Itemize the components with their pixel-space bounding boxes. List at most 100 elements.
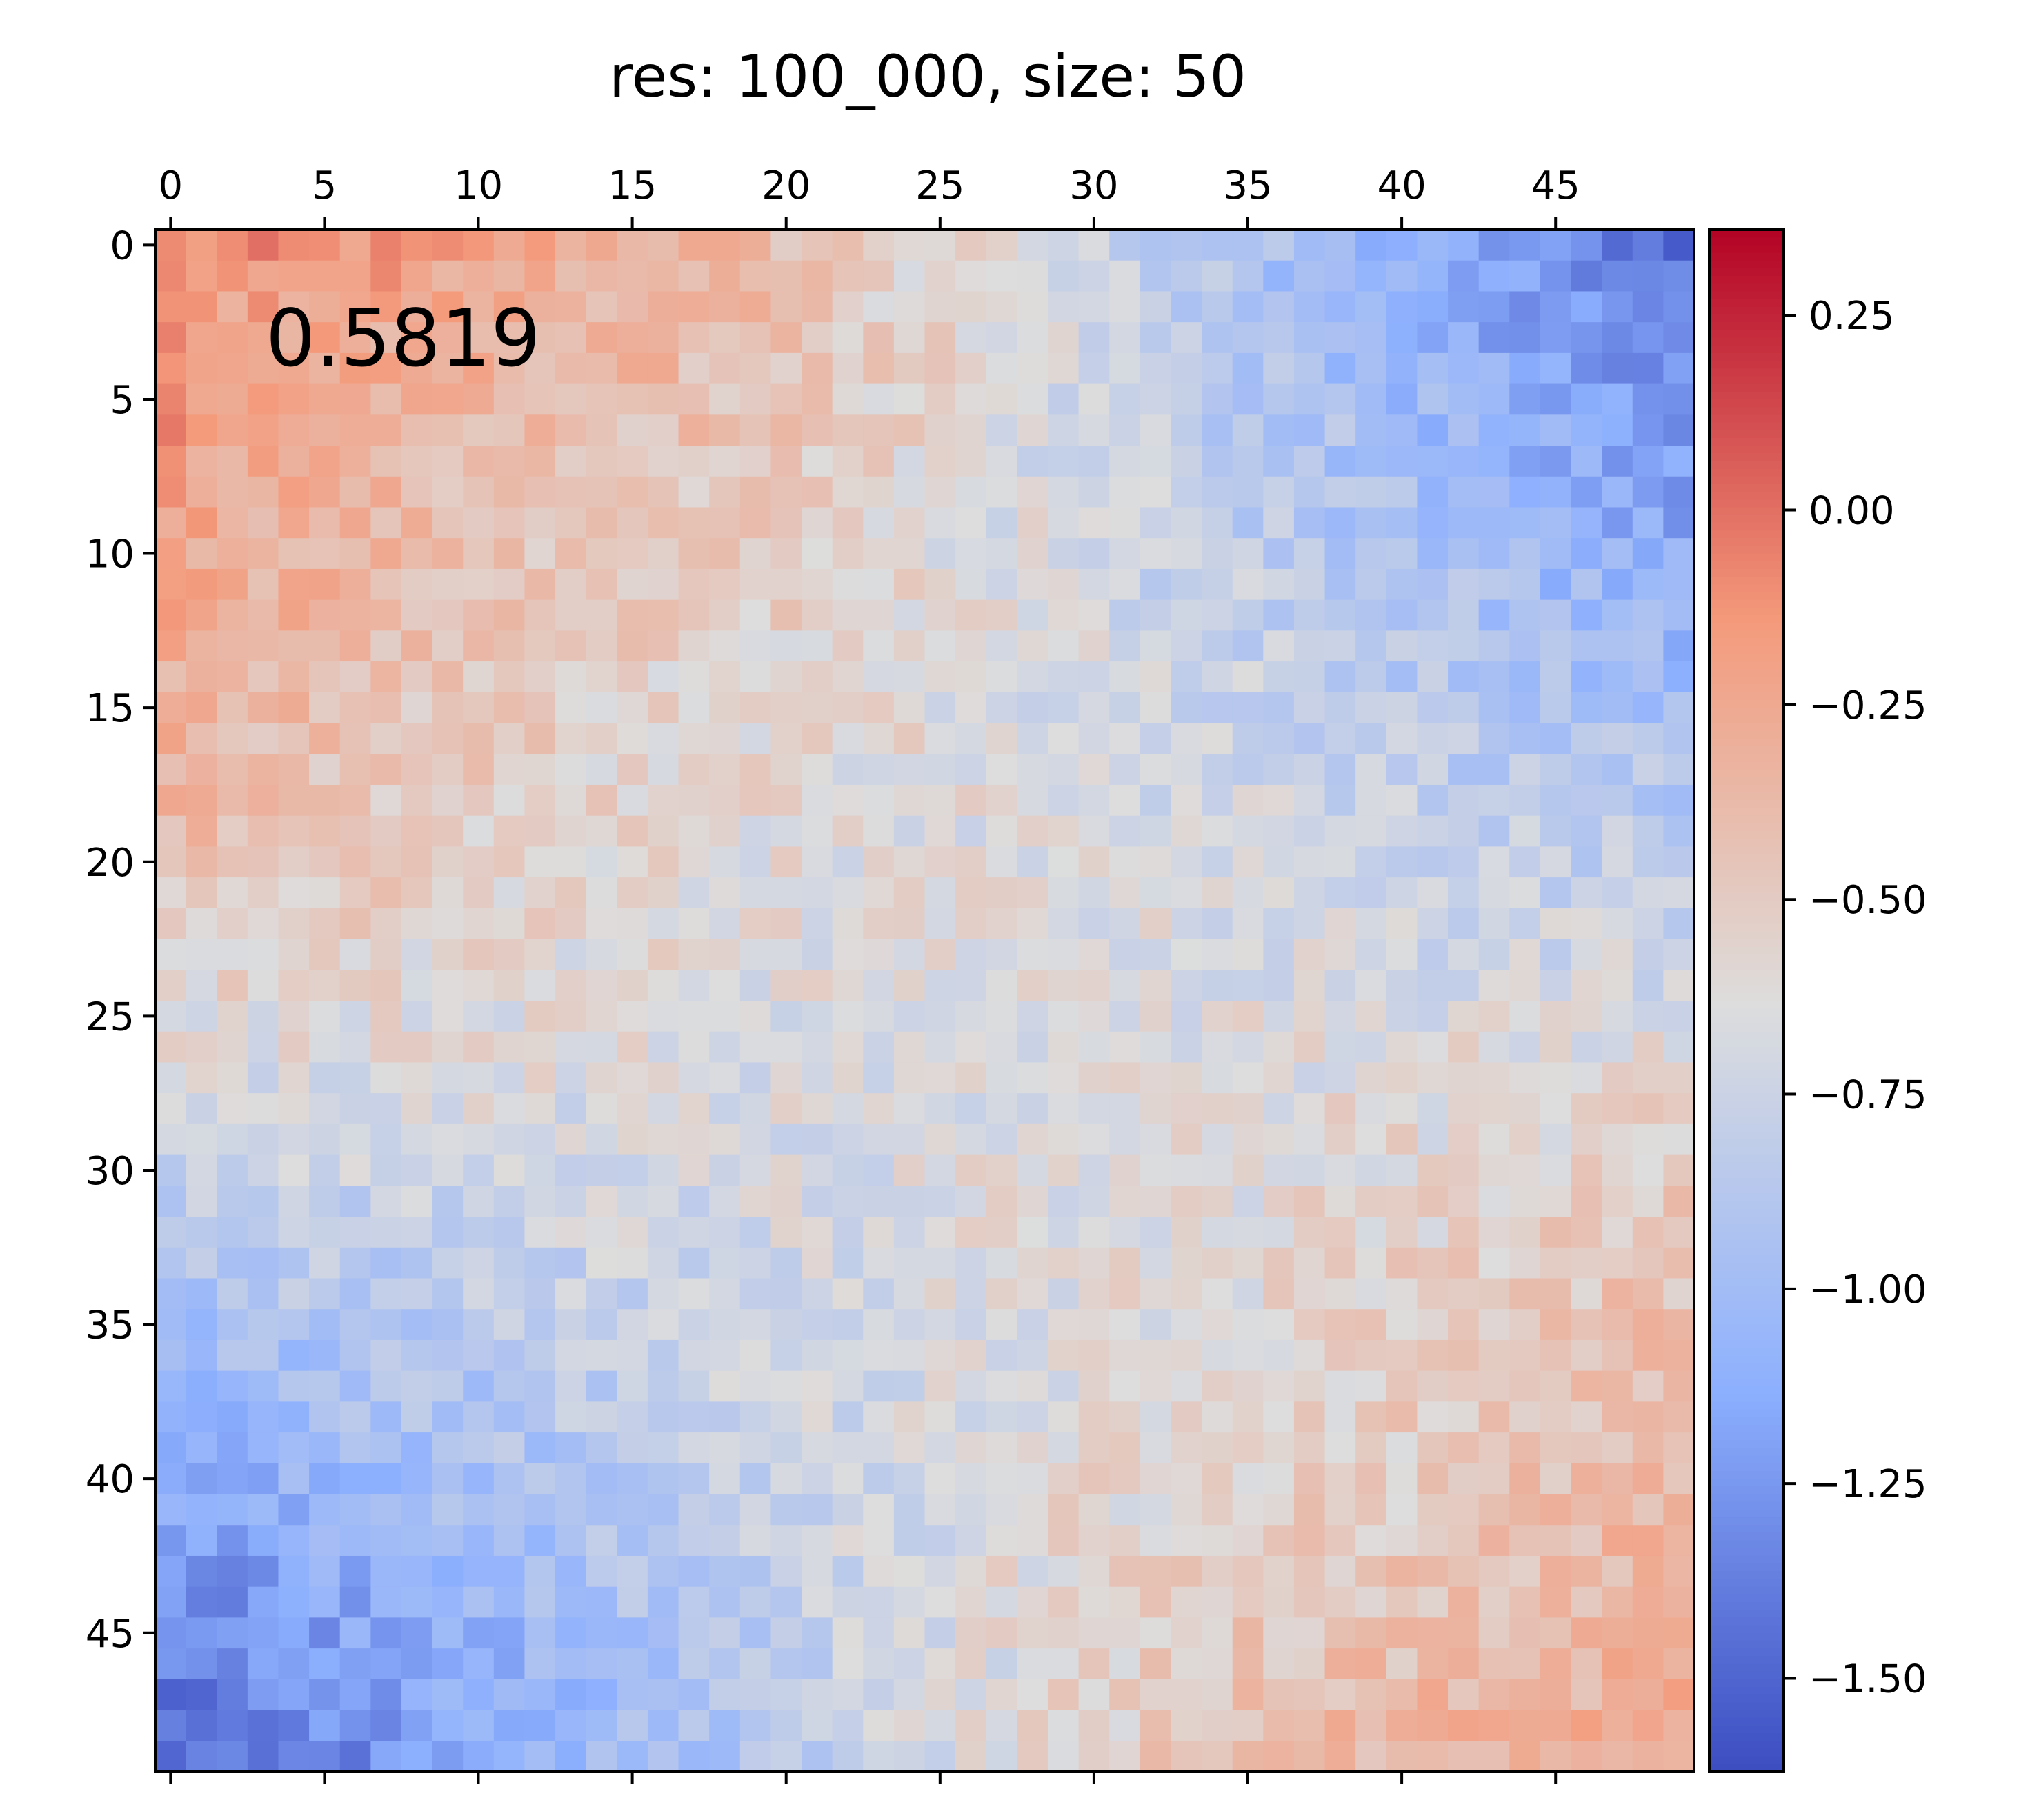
heatmap-cell [1478,1525,1510,1557]
heatmap-cell [1263,1679,1295,1711]
x-tick-label: 15 [608,163,657,208]
colorbar-segment [1709,946,1784,955]
heatmap-cell [370,877,402,909]
heatmap-cell [309,754,341,786]
heatmap-cell [832,1617,864,1649]
heatmap-cell [1355,1217,1387,1248]
heatmap-cell [217,568,248,601]
heatmap-cell [1324,322,1356,354]
heatmap-cell [1602,1710,1633,1741]
heatmap-cell [1417,476,1449,508]
heatmap-cell [1509,1741,1541,1772]
heatmap-cell [1109,476,1141,508]
heatmap-cell [1540,1648,1572,1680]
heatmap-cell [247,1494,279,1526]
heatmap-cell [217,723,248,754]
colorbar-tick-label: −0.75 [1809,1073,1927,1118]
heatmap-cell [1324,1741,1356,1772]
heatmap-cell [1017,815,1048,847]
heatmap-cell [1386,1186,1418,1217]
heatmap-cell [1171,476,1202,508]
heatmap-cell [1448,476,1480,508]
heatmap-cell [1509,1339,1541,1372]
heatmap-cell [1171,661,1202,693]
heatmap-cell [802,230,833,261]
heatmap-cell [1478,1432,1510,1464]
colorbar-segment [1709,1317,1784,1326]
colorbar-segment [1709,522,1784,531]
heatmap-cell [432,630,464,662]
heatmap-cell [1140,1001,1172,1032]
heatmap-cell [1293,1186,1326,1217]
heatmap-cell [1078,1247,1110,1279]
heatmap-cell [770,661,802,693]
heatmap-cell [1602,784,1633,817]
heatmap-cell [1478,230,1510,261]
heatmap-cell [1109,1586,1141,1618]
heatmap-cell [247,1123,279,1156]
heatmap-cell [863,1217,895,1248]
heatmap-cell [339,723,371,754]
heatmap-cell [770,630,802,662]
heatmap-cell [278,661,310,693]
heatmap-cell [647,1370,679,1402]
heatmap-cell [1232,1710,1264,1741]
heatmap-cell [770,322,802,354]
heatmap-cell [524,1001,556,1032]
heatmap-cell [1047,1123,1080,1156]
heatmap-cell [678,1648,710,1680]
heatmap-cell [493,291,526,323]
heatmap-cell [1417,723,1449,754]
heatmap-cell [1047,291,1080,323]
heatmap-cell [647,476,679,508]
heatmap-cell [1078,908,1110,940]
heatmap-cell [1109,1525,1141,1557]
colorbar-segment [1709,1348,1784,1357]
heatmap-cell [586,260,617,292]
heatmap-cell [739,230,771,261]
colorbar-segment [1709,1062,1784,1071]
heatmap-cell [1632,1062,1664,1094]
heatmap-cell [217,1432,248,1464]
heatmap-cell [1140,970,1172,1001]
colorbar-segment [1709,1217,1784,1226]
heatmap-cell [1263,414,1295,446]
heatmap-cell [1355,1093,1387,1125]
heatmap-cell [155,291,187,323]
heatmap-cell [802,568,833,601]
heatmap-cell [217,784,248,817]
heatmap-cell [339,877,371,909]
heatmap-cell [524,476,556,508]
heatmap-cell [493,1370,526,1402]
heatmap-cell [217,1648,248,1680]
heatmap-cell [832,939,864,970]
heatmap-cell [1171,230,1202,261]
heatmap-cell [186,846,217,878]
colorbar-segment [1709,808,1784,817]
heatmap-cell [739,352,771,385]
heatmap-cell [1632,507,1664,539]
heatmap-cell [155,661,187,693]
heatmap-cell [770,754,802,786]
colorbar-segment [1709,1602,1784,1611]
heatmap-cell [186,1617,217,1649]
heatmap-cell [1017,568,1048,601]
colorbar-segment [1709,623,1784,632]
heatmap-cell [924,754,956,786]
heatmap-cell [1540,414,1572,446]
heatmap-cell [493,538,526,570]
heatmap-cell [863,538,895,570]
heatmap-cell [370,630,402,662]
heatmap-cell [1509,1525,1541,1557]
heatmap-cell [524,230,556,261]
heatmap-cell [709,754,741,786]
heatmap-cell [155,692,187,724]
colorbar-segment [1709,661,1784,670]
heatmap-cell [986,1679,1017,1711]
heatmap-cell [1478,1154,1510,1186]
heatmap-cell [893,1648,926,1680]
heatmap-cell [1448,230,1480,261]
heatmap-cell [217,1186,248,1217]
heatmap-cell [1109,1217,1141,1248]
